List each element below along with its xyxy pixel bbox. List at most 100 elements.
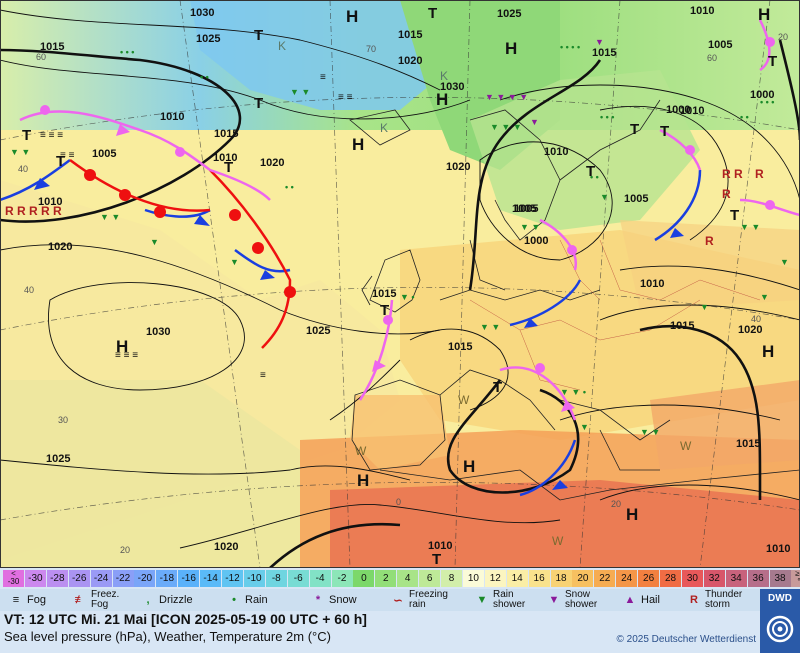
temperature-swatch: -8	[265, 570, 287, 587]
svg-text:≡ ≡: ≡ ≡	[338, 92, 353, 103]
isobars	[0, 9, 800, 549]
temperature-swatch: -12	[222, 570, 243, 587]
svg-text:R R R R R: R R R R R	[5, 204, 62, 218]
hail-icon: ▲	[624, 594, 636, 606]
key-rain: • Rain	[226, 589, 268, 611]
weather-map: • • • • • ▼ ▼ • • • • • • • • • • • • ▼ …	[0, 0, 800, 568]
svg-text:▼ ▼: ▼ ▼	[290, 87, 310, 97]
low-center: T	[432, 551, 441, 568]
copyright: © 2025 Deutscher Wetterdienst	[616, 634, 756, 645]
low-pressure-centers: T T T T T T T T T T T T T T	[22, 5, 777, 568]
temperature-swatch: ≥40 °C	[791, 570, 800, 587]
pressure-label: 1020	[214, 541, 238, 553]
weather-key: ≡ Fog ≢ Freez. Fog , Drizzle • Rain * Sn…	[0, 589, 800, 611]
svg-text:≡ ≡ ≡: ≡ ≡ ≡	[40, 130, 63, 141]
key-label: Thunder storm	[705, 589, 743, 610]
svg-text:▼: ▼	[595, 37, 604, 47]
pressure-label: 1010	[428, 540, 452, 552]
rain-shower-icon: ▼	[476, 594, 488, 606]
pressure-label: 1015	[448, 341, 472, 353]
low-center: T	[493, 379, 502, 396]
pressure-label: 1010	[213, 152, 237, 164]
pressure-label: 1025	[306, 325, 330, 337]
high-center: H	[357, 471, 369, 490]
isotherm-label: 70	[366, 44, 376, 54]
svg-text:▼ ▼ ▼: ▼ ▼ ▼	[490, 122, 522, 132]
sahara-core-region	[330, 480, 800, 568]
cold-sea-region	[190, 0, 470, 110]
pressure-label: 1010	[38, 196, 62, 208]
temperature-swatch: 26	[638, 570, 660, 587]
key-snow-shower: ▼ Snow shower	[546, 589, 609, 611]
temperature-swatch: -24	[90, 570, 112, 587]
svg-text:• • •: • • •	[120, 47, 134, 57]
low-center: T	[586, 163, 595, 180]
temperature-swatch: 8	[441, 570, 462, 587]
pressure-label: 1015	[398, 29, 422, 41]
thunderstorm-icon: R	[690, 594, 698, 606]
logo-text: DWD	[768, 593, 792, 604]
low-center: T	[22, 127, 31, 144]
key-label: Freez. Fog	[91, 589, 120, 610]
low-center: T	[56, 153, 65, 170]
cold-fronts	[0, 158, 702, 497]
pressure-label: 1020	[738, 324, 762, 336]
valid-time: VT: 12 UTC Mi. 21 Mai [ICON 2025-05-19 0…	[4, 611, 367, 627]
key-freezing-fog: ≢ Freez. Fog	[72, 589, 125, 611]
cold-marker: K	[440, 69, 448, 83]
high-center: H	[463, 457, 475, 476]
low-center: T	[730, 207, 739, 224]
rain-icon: •	[232, 594, 236, 606]
svg-text:▼: ▼	[530, 117, 539, 127]
temperature-swatch: -14	[200, 570, 222, 587]
snow-icon: *	[315, 594, 321, 606]
svg-text:▼ ▼: ▼ ▼	[640, 427, 660, 437]
pressure-label: 1005	[624, 193, 648, 205]
svg-text:≡: ≡	[260, 370, 266, 381]
svg-text:▼ ▼: ▼ ▼	[10, 147, 30, 157]
key-label: Snow	[329, 594, 357, 606]
temperature-swatch: 28	[660, 570, 681, 587]
airmass-markers: W W W W K K K	[278, 39, 692, 548]
pressure-label: 1030	[146, 326, 170, 338]
freezing-rain-icon: ∽	[393, 594, 403, 607]
cold-marker: K	[278, 39, 286, 53]
pressure-label: 1015	[214, 128, 238, 140]
svg-text:▼ ▼: ▼ ▼	[520, 222, 540, 232]
svg-text:▼: ▼	[600, 192, 609, 202]
low-center: T	[254, 27, 263, 44]
pressure-label: 1015	[592, 47, 616, 59]
isotherm-label: 40	[18, 164, 28, 174]
svg-text:▼ ▼: ▼ ▼	[480, 322, 500, 332]
temperature-swatch: 38	[769, 570, 791, 587]
temperature-swatch: -18	[156, 570, 178, 587]
temperature-swatch: 4	[397, 570, 419, 587]
svg-text:R: R	[722, 187, 731, 201]
temperature-swatch: 2	[375, 570, 397, 587]
high-center: H	[762, 342, 774, 361]
key-label: Rain shower	[493, 589, 526, 610]
map-subtitle: Sea level pressure (hPa), Weather, Tempe…	[4, 629, 331, 644]
isotherm-label: 20	[611, 499, 621, 509]
pressure-label: 1025	[46, 453, 70, 465]
temperature-swatch: 24	[616, 570, 638, 587]
pressure-label: 1025	[196, 33, 220, 45]
middle-east-region	[650, 380, 800, 470]
temperature-swatch: 30	[681, 570, 703, 587]
high-center: H	[352, 135, 364, 154]
key-label: Hail	[641, 594, 660, 606]
high-center: H	[758, 5, 770, 24]
pressure-label: 1000	[750, 89, 774, 101]
snow-symbols: ▼ ▼ ▼ ▼ ▼ ▼	[485, 37, 604, 127]
isotherm-label: 20	[778, 32, 788, 42]
temperature-swatch: -28	[46, 570, 68, 587]
key-label: Snow shower	[565, 589, 598, 610]
warm-marker: W	[552, 534, 564, 548]
svg-text:• • •: • • •	[600, 112, 614, 122]
pressure-label: 1005	[92, 148, 116, 160]
temperature-swatch: 34	[725, 570, 747, 587]
temperature-swatch: < -30	[3, 570, 24, 587]
high-center: H	[346, 7, 358, 26]
warm-fronts	[69, 158, 292, 349]
